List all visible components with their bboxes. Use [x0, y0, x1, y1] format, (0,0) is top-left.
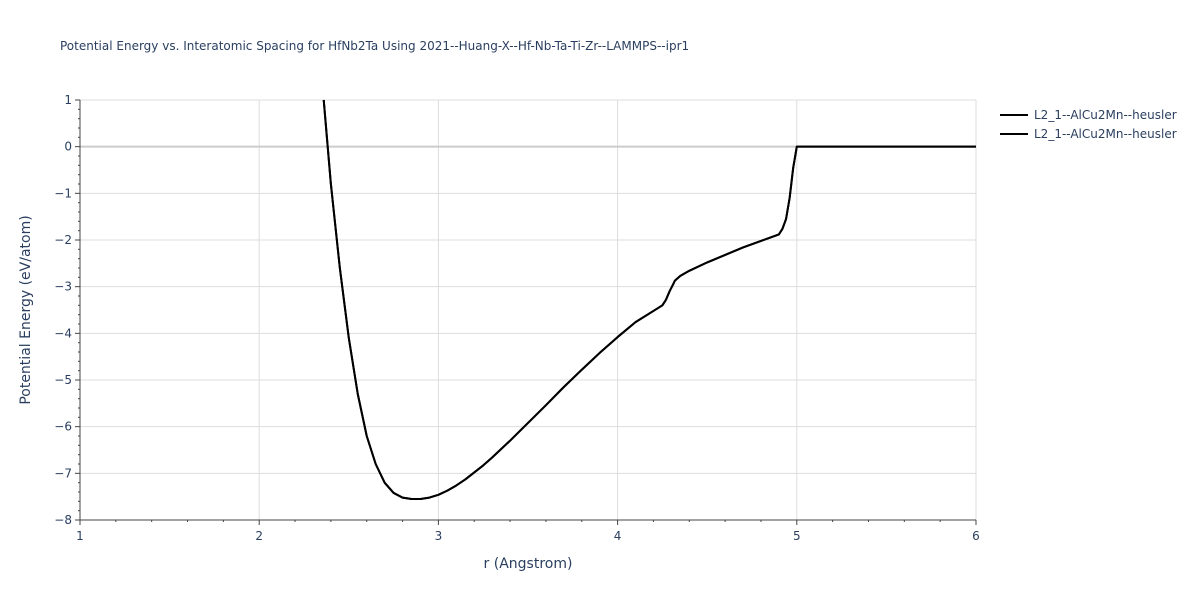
series-line-0	[322, 99, 976, 500]
x-tick-label-2: 3	[435, 529, 443, 543]
series-lines	[322, 99, 976, 500]
y-tick-label-3: −2	[54, 233, 72, 247]
axes	[79, 100, 976, 521]
legend-item-0[interactable]: L2_1--AlCu2Mn--heusler	[1000, 108, 1177, 122]
chart-title: Potential Energy vs. Interatomic Spacing…	[60, 39, 689, 53]
y-tick-label-6: −5	[54, 373, 72, 387]
y-axis-label: Potential Energy (eV/atom)	[18, 215, 34, 404]
y-tick-label-9: −8	[54, 513, 72, 527]
x-tick-label-1: 2	[255, 529, 263, 543]
x-tick-label-5: 6	[972, 529, 980, 543]
ticks	[75, 99, 977, 525]
y-tick-label-7: −6	[54, 420, 72, 434]
x-tick-label-4: 5	[793, 529, 801, 543]
y-tick-label-5: −4	[54, 326, 72, 340]
x-tick-label-3: 4	[614, 529, 622, 543]
series-line-1	[322, 99, 976, 500]
y-tick-label-4: −3	[54, 280, 72, 294]
y-gridlines	[80, 99, 976, 474]
y-tick-label-2: −1	[54, 186, 72, 200]
legend-item-1[interactable]: L2_1--AlCu2Mn--heusler	[1000, 127, 1177, 141]
x-axis-label: r (Angstrom)	[484, 556, 573, 572]
y-tick-label-0: 1	[64, 93, 72, 107]
tick-labels: 1 2 3 4 5 6 1 0 −1 −2 −3 −4 −5 −6 −7 −8	[54, 93, 980, 543]
x-tick-label-0: 1	[76, 529, 84, 543]
legend-label-1: L2_1--AlCu2Mn--heusler	[1034, 127, 1177, 141]
y-tick-label-1: 0	[64, 140, 72, 154]
legend[interactable]: L2_1--AlCu2Mn--heusler L2_1--AlCu2Mn--heu…	[1000, 108, 1177, 141]
x-gridlines	[258, 100, 977, 520]
legend-label-0: L2_1--AlCu2Mn--heusler	[1034, 108, 1177, 122]
y-tick-label-8: −7	[54, 466, 72, 480]
